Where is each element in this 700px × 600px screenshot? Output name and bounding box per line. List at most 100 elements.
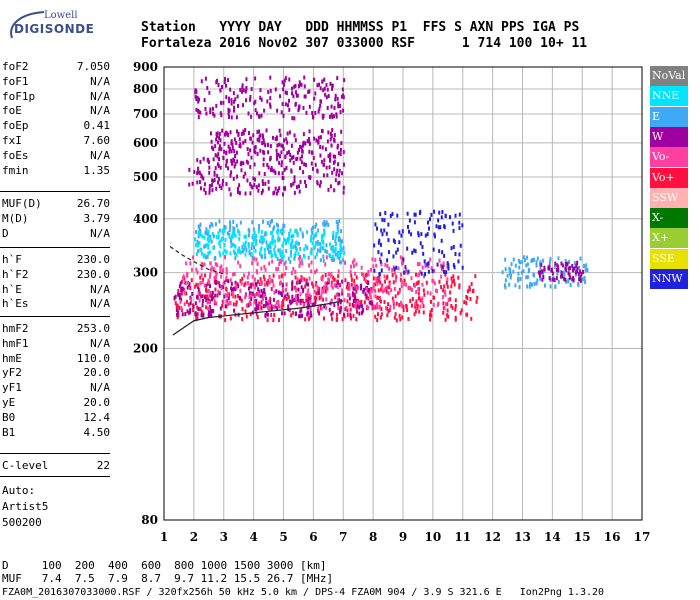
echo-point	[336, 229, 339, 234]
echo-point	[277, 188, 280, 193]
echo-point	[238, 295, 241, 300]
echo-point	[567, 279, 570, 284]
echo-point	[285, 282, 288, 287]
echo-point	[310, 150, 313, 155]
echo-point	[203, 98, 206, 103]
echo-point	[386, 258, 389, 263]
echo-point	[189, 301, 192, 306]
echo-point	[218, 131, 221, 136]
echo-point	[383, 288, 386, 293]
echo-point	[208, 170, 211, 175]
echo-point	[331, 128, 334, 133]
echo-point	[223, 80, 226, 85]
echo-point	[543, 283, 546, 288]
echo-point	[273, 304, 276, 309]
echo-point	[310, 234, 313, 239]
echo-point	[436, 302, 439, 307]
echo-point	[223, 248, 226, 253]
param-ye: yE 20.0	[2, 396, 110, 410]
logo-lowell-text: Lowell	[44, 10, 78, 21]
echo-point	[474, 274, 477, 279]
echo-point	[275, 289, 278, 294]
echo-point	[381, 232, 384, 237]
echo-point	[398, 287, 401, 292]
echo-point	[454, 298, 457, 303]
profile-trace	[169, 245, 224, 275]
echo-point	[309, 306, 312, 311]
echo-point	[303, 254, 306, 259]
echo-point	[399, 277, 402, 282]
echo-point	[224, 225, 227, 230]
echo-point	[253, 231, 256, 236]
echo-point	[201, 299, 204, 304]
echo-point	[220, 147, 223, 152]
echo-point	[220, 113, 223, 118]
echo-point	[186, 273, 189, 278]
echo-point	[223, 228, 226, 233]
echo-point	[269, 220, 272, 225]
echo-point	[543, 265, 546, 270]
echo-point	[256, 111, 259, 116]
echo-point	[337, 301, 340, 306]
echo-point	[256, 315, 259, 320]
echo-point	[385, 289, 388, 294]
echo-point	[222, 285, 225, 290]
echo-point	[556, 271, 559, 276]
param-fof1: foF1 N/A	[2, 75, 110, 89]
echo-point	[293, 253, 296, 258]
echo-point	[253, 182, 256, 187]
echo-point	[254, 145, 257, 150]
echo-point	[325, 83, 328, 88]
echo-point	[308, 89, 311, 94]
echo-point	[275, 136, 278, 141]
echo-point	[248, 295, 251, 300]
echo-point	[294, 138, 297, 143]
echo-point	[407, 316, 410, 321]
echo-point	[230, 158, 233, 163]
echo-point	[183, 302, 186, 307]
echo-point	[454, 303, 457, 308]
echo-point	[387, 250, 390, 255]
echo-point	[232, 176, 235, 181]
echo-point	[203, 182, 206, 187]
echo-point	[220, 264, 223, 269]
echo-point	[322, 240, 325, 245]
echo-point	[326, 173, 329, 178]
echo-point	[287, 150, 290, 155]
echo-point	[223, 132, 226, 137]
echo-point	[445, 280, 448, 285]
echo-point	[536, 278, 539, 283]
echo-point	[264, 143, 267, 148]
echo-point	[228, 108, 231, 113]
echo-point	[247, 152, 250, 157]
echo-point	[535, 260, 538, 265]
echo-point	[228, 292, 231, 297]
echo-point	[265, 240, 268, 245]
echo-point	[282, 223, 285, 228]
echo-point	[327, 154, 330, 159]
echo-point	[324, 249, 327, 254]
echo-point	[258, 129, 261, 134]
param-value: N/A	[90, 336, 110, 350]
echo-point	[198, 179, 201, 184]
echo-point	[292, 94, 295, 99]
echo-point	[337, 162, 340, 167]
legend-item-x: X-	[650, 208, 688, 229]
echo-point	[450, 284, 453, 289]
echo-point	[308, 263, 311, 268]
echo-point	[573, 266, 576, 271]
echo-point	[180, 297, 183, 302]
echo-point	[227, 166, 230, 171]
echo-point	[324, 92, 327, 97]
echo-point	[356, 300, 359, 305]
echo-point	[298, 314, 301, 319]
echo-point	[280, 110, 283, 115]
echo-point	[432, 295, 435, 300]
echo-point	[299, 227, 302, 232]
echo-point	[331, 316, 334, 321]
echo-point	[583, 264, 586, 269]
echo-point	[224, 83, 227, 88]
echo-point	[390, 288, 393, 293]
echo-point	[339, 110, 342, 115]
echo-point	[536, 256, 539, 261]
